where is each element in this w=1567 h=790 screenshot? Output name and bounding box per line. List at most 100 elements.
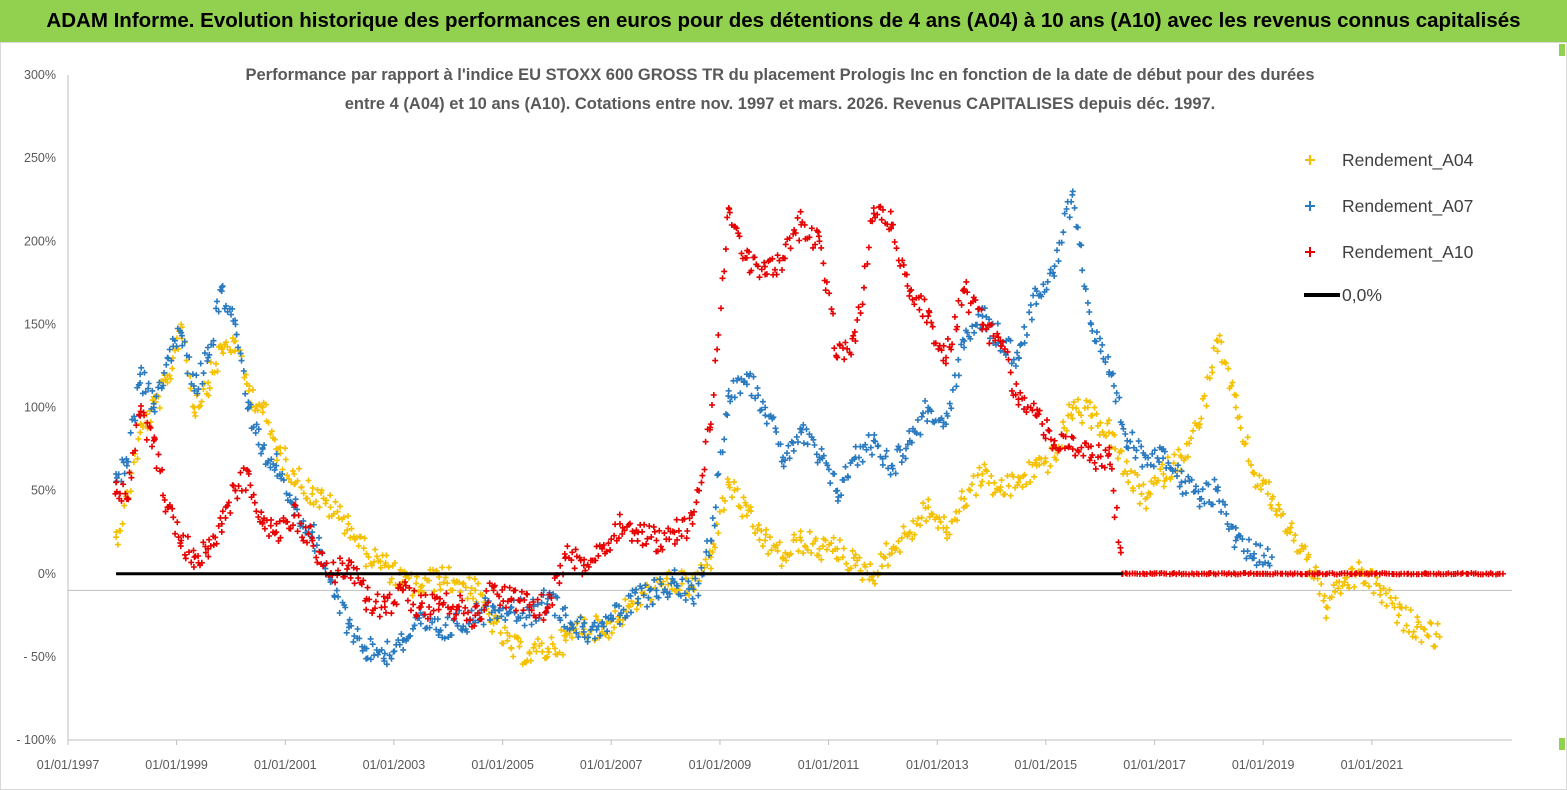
x-tick-label: 01/01/2005: [471, 758, 534, 772]
data-point-group: [1051, 401, 1075, 463]
data-point: [218, 346, 225, 353]
data-point-group: [925, 496, 947, 531]
data-point: [454, 579, 461, 586]
data-point-group: [1033, 266, 1056, 307]
data-point-group: [1123, 429, 1147, 470]
data-point-group: [177, 532, 197, 566]
data-point: [137, 429, 144, 436]
data-point: [1251, 471, 1258, 477]
data-point: [205, 545, 212, 552]
data-point: [164, 354, 171, 361]
data-point: [1368, 570, 1375, 577]
data-point: [309, 537, 316, 544]
data-point-group: [889, 441, 911, 477]
data-point: [743, 254, 750, 261]
data-point-group: [1069, 191, 1093, 315]
data-point: [1051, 454, 1058, 461]
data-point: [635, 529, 642, 536]
data-point: [399, 587, 406, 594]
data-point-group: [943, 336, 966, 419]
data-point: [834, 545, 841, 552]
data-point: [232, 487, 239, 494]
data-point: [1499, 570, 1506, 577]
data-point-group: [707, 214, 731, 431]
data-point: [1106, 371, 1113, 378]
data-point: [1151, 570, 1158, 577]
data-point: [1051, 437, 1058, 444]
data-point-group: [671, 567, 695, 603]
series-Rendement_A07: [113, 188, 1275, 668]
data-point: [943, 529, 950, 536]
x-tick-label: 01/01/2017: [1123, 758, 1186, 772]
data-point: [870, 205, 877, 211]
data-point: [345, 562, 352, 569]
data-point: [381, 562, 388, 569]
data-point-group: [743, 502, 766, 549]
data-point: [291, 512, 298, 519]
x-tick-label: 01/01/1999: [145, 758, 208, 772]
data-point-group: [816, 445, 839, 494]
y-tick-label: 150%: [24, 317, 56, 331]
data-point-group: [961, 278, 985, 316]
banner-title: ADAM Informe. Evolution historique des p…: [46, 9, 1521, 32]
data-point: [273, 462, 280, 469]
data-point-group: [743, 370, 766, 414]
data-point: [436, 600, 443, 607]
data-point-group: [436, 564, 458, 594]
data-point: [381, 604, 388, 610]
data-point: [616, 612, 623, 619]
data-point: [218, 288, 225, 295]
data-point: [1015, 479, 1022, 486]
data-point: [943, 354, 950, 361]
data-point: [780, 554, 787, 561]
data-point-group: [309, 485, 333, 520]
legend-marker: [1305, 155, 1315, 165]
data-point: [1124, 471, 1131, 477]
data-point-group: [1160, 448, 1183, 490]
data-point: [113, 471, 120, 477]
data-point: [363, 550, 370, 557]
data-point: [725, 387, 732, 394]
data-point: [191, 554, 198, 561]
data-point: [123, 495, 130, 502]
data-point: [635, 595, 642, 602]
data-point: [259, 520, 266, 527]
data-point-group: [797, 208, 822, 251]
data-point-group: [634, 576, 658, 610]
data-point-group: [762, 526, 785, 569]
data-point-group: [653, 575, 676, 601]
data-point-group: [232, 317, 251, 412]
data-point: [417, 620, 424, 627]
legend-marker: [1305, 247, 1315, 257]
data-point-group: [1070, 435, 1093, 464]
data-point: [1268, 495, 1275, 502]
data-point: [417, 604, 424, 610]
data-point: [925, 504, 932, 511]
data-point-group: [671, 509, 694, 547]
data-point-group: [381, 631, 405, 668]
x-axis-ticks: 01/01/1997 01/01/1999 01/01/2001 01/01/2003…: [37, 740, 1403, 772]
data-point: [1088, 454, 1095, 461]
data-point-group: [1051, 198, 1075, 279]
data-point-group: [634, 521, 658, 549]
data-point: [816, 238, 823, 245]
data-point-group: [1214, 484, 1238, 551]
data-point-group: [112, 481, 129, 504]
data-point-group: [1106, 444, 1124, 556]
data-point-group: [979, 461, 1003, 498]
data-point: [363, 645, 370, 652]
data-point: [327, 504, 334, 511]
data-point-group: [1196, 337, 1220, 431]
data-point-group: [544, 627, 568, 660]
data-point-group: [834, 456, 858, 504]
y-tick-label: - 50%: [23, 650, 56, 664]
data-point-group: [1233, 392, 1256, 476]
data-point: [1436, 633, 1443, 640]
data-point-group: [1287, 520, 1310, 563]
data-point-group: [472, 580, 496, 623]
data-point: [363, 595, 370, 602]
data-point: [1142, 495, 1149, 502]
data-point: [1341, 579, 1348, 586]
data-point: [164, 379, 171, 386]
data-point: [137, 371, 144, 378]
